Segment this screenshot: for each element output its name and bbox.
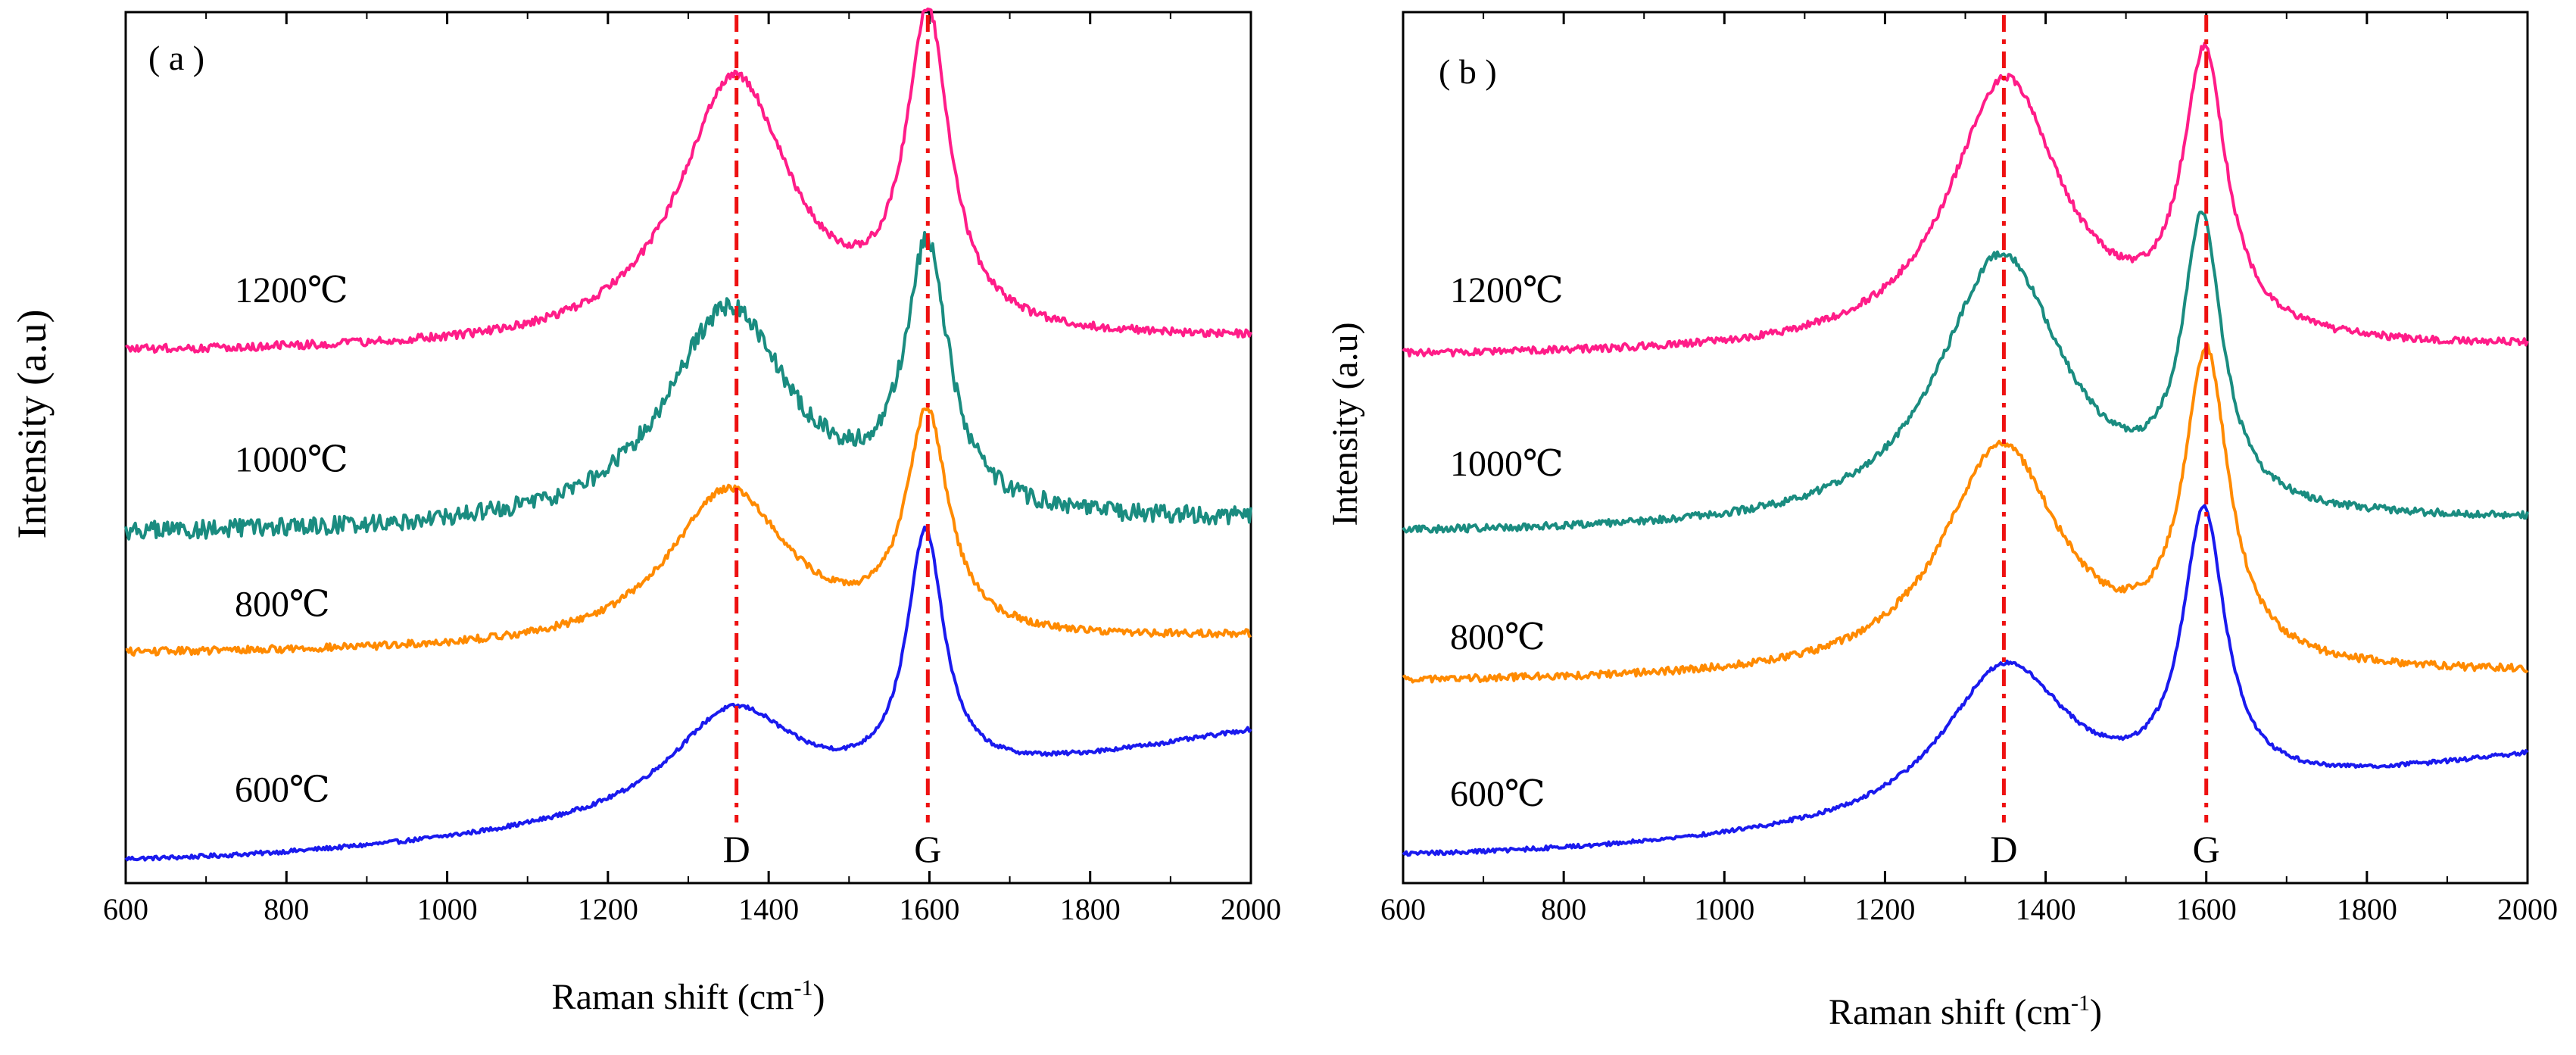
x-tick-label: 2000: [1221, 892, 1281, 926]
series-line-800: [125, 407, 1252, 657]
peak-label-G: G: [2193, 828, 2220, 870]
panel-label: ( b ): [1439, 52, 1497, 91]
series-label: 600℃: [1450, 774, 1545, 814]
x-axis-title: Raman shift (cm-1): [1829, 991, 2102, 1032]
panel-label: ( a ): [148, 39, 204, 77]
x-tick-label: 1800: [2337, 892, 2397, 926]
series-line-1000: [1402, 211, 2529, 534]
x-tick-label: 1800: [1060, 892, 1121, 926]
x-tick-label: 1600: [899, 892, 959, 926]
x-tick-label: 600: [1380, 892, 1426, 926]
series-label: 600℃: [235, 770, 330, 810]
series-line-1000: [124, 231, 1252, 541]
x-axis-title: Raman shift (cm-1): [552, 975, 825, 1017]
series-line-1200: [125, 7, 1252, 354]
series-label: 1200℃: [235, 270, 348, 311]
x-tick-label: 600: [103, 892, 148, 926]
series-label: 1200℃: [1450, 270, 1564, 311]
series-line-800: [1402, 343, 2529, 684]
x-tick-label: 1000: [1694, 892, 1754, 926]
peak-label-G: G: [914, 828, 941, 870]
series-label: 800℃: [235, 584, 330, 624]
x-tick-label: 1200: [578, 892, 638, 926]
peak-label-D: D: [1990, 828, 2017, 870]
x-tick-label: 2000: [2497, 892, 2558, 926]
y-axis-title: Intensity (a.u): [1325, 322, 1365, 526]
y-axis-title: Intensity (a.u): [9, 310, 55, 539]
x-tick-label: 1600: [2176, 892, 2237, 926]
x-tick-label: 1200: [1854, 892, 1915, 926]
series-label: 1000℃: [1450, 444, 1564, 484]
x-tick-label: 1000: [417, 892, 478, 926]
x-tick-label: 1400: [2016, 892, 2076, 926]
x-tick-label: 800: [264, 892, 309, 926]
series-label: 800℃: [1450, 617, 1545, 657]
panel-a: 600 800 1000 1200 1400 1600 1800 2000 Raman shif…: [9, 7, 1281, 1017]
x-tick-label: 1400: [738, 892, 799, 926]
series-line-1200: [1402, 42, 2529, 357]
x-tick-label: 800: [1541, 892, 1586, 926]
series-label: 1000℃: [235, 440, 348, 480]
panel-b: 600 800 1000 1200 1400 1600 1800 2000 Raman shif…: [1325, 11, 2558, 1032]
series-line-600: [1402, 504, 2529, 857]
peak-label-D: D: [723, 828, 750, 870]
plot-frame: [1402, 11, 2529, 885]
series-line-600: [124, 525, 1252, 862]
